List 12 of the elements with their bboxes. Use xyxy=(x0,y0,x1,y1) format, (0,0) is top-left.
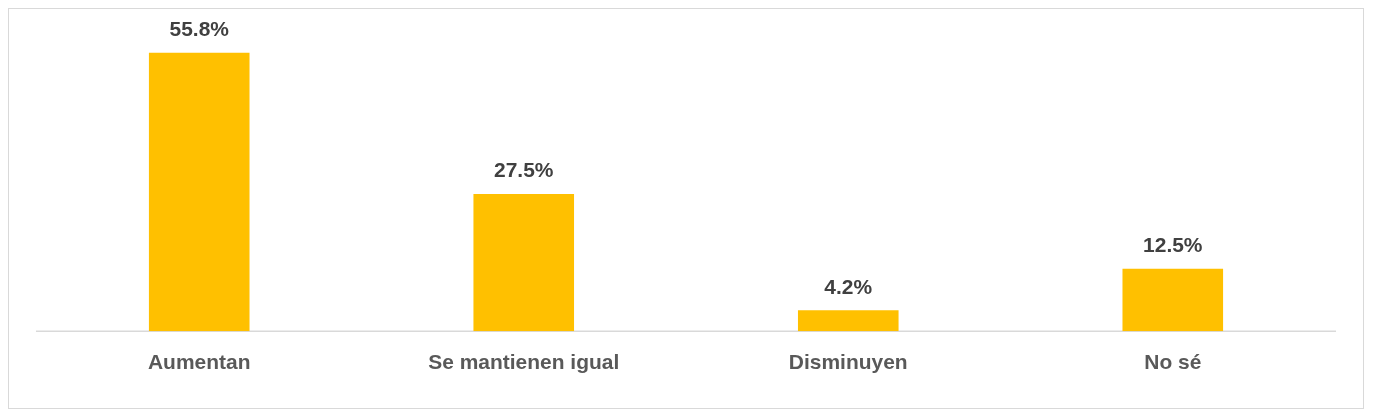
bar xyxy=(797,310,899,332)
data-label: 55.8% xyxy=(169,17,230,41)
data-label: 27.5% xyxy=(494,158,554,182)
bar xyxy=(1122,268,1224,332)
data-label: 12.5% xyxy=(1143,233,1203,257)
x-tick-label: No sé xyxy=(1144,350,1202,374)
x-tick-label: Se mantienen igual xyxy=(428,350,620,374)
bar xyxy=(148,52,250,332)
x-tick-label: Aumentan xyxy=(147,350,251,374)
bar xyxy=(473,194,575,332)
x-tick-label: Disminuyen xyxy=(788,350,908,374)
data-label: 4.2% xyxy=(824,274,873,298)
